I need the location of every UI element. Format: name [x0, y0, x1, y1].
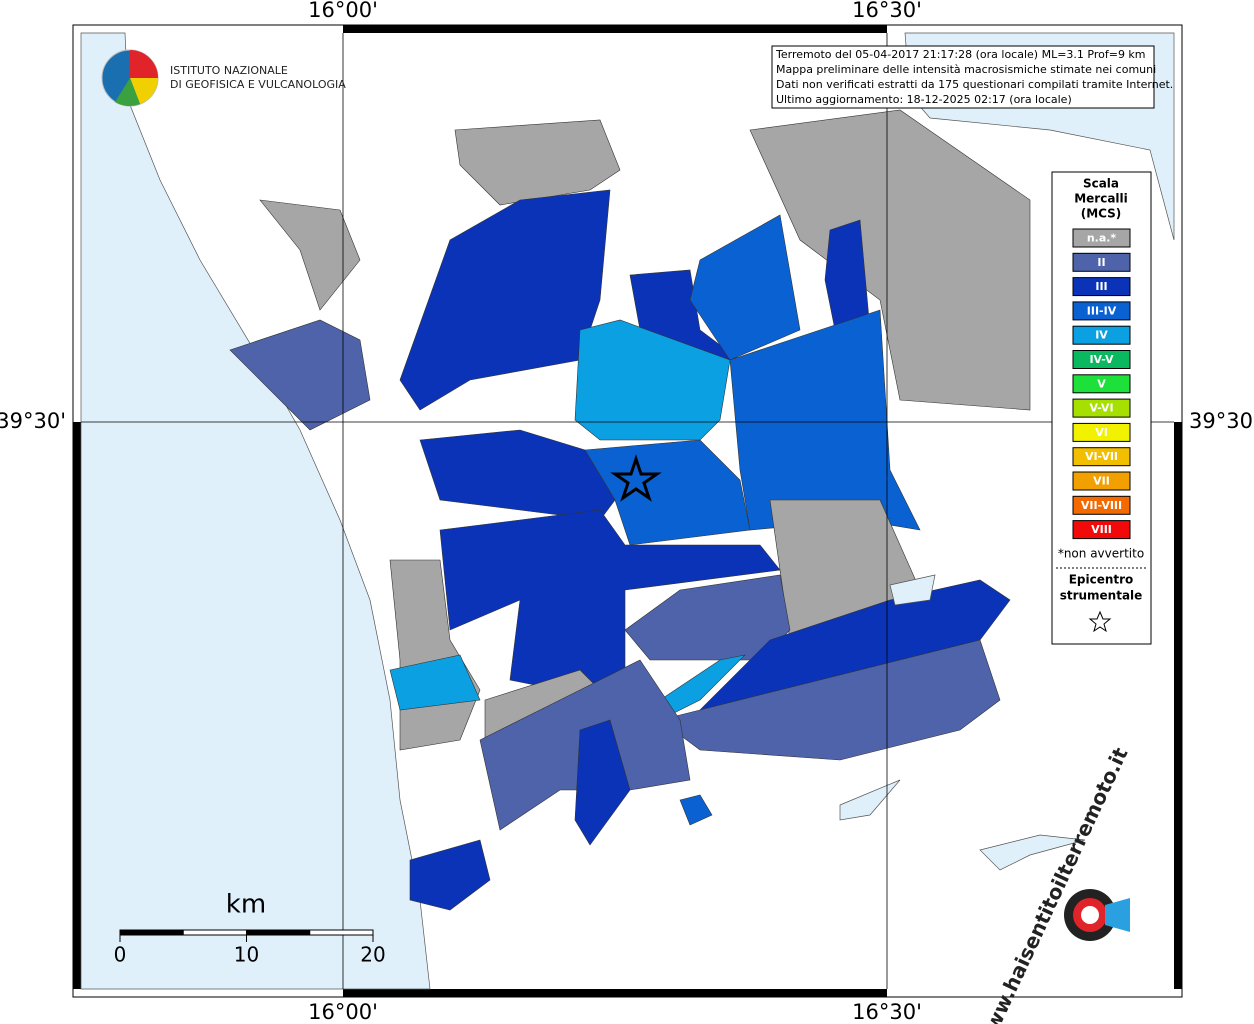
legend-label: II	[1097, 256, 1105, 269]
legend-swatch	[1072, 471, 1131, 491]
legend-label: IV	[1095, 329, 1108, 342]
scale-segment	[309, 929, 374, 936]
logo-segment	[130, 50, 158, 78]
legend-swatch	[1072, 520, 1131, 540]
scale-unit: km	[226, 890, 266, 920]
graticule-label: 39°30'	[0, 409, 66, 433]
logo-text: ISTITUTO NAZIONALE	[170, 64, 288, 77]
lake	[889, 574, 936, 606]
hsit-speaker	[1105, 898, 1130, 932]
municipality	[574, 319, 731, 441]
lake	[839, 779, 901, 821]
scale-label: 0	[114, 943, 127, 967]
legend: ScalaMercalli(MCS)n.a.*IIIIIIII-IVIVIV-V…	[1072, 177, 1131, 540]
legend-swatch	[1072, 277, 1131, 297]
legend-label: VII	[1093, 475, 1110, 488]
legend-note: *non avvertito	[1058, 547, 1144, 561]
legend-label: VII-VIII	[1081, 499, 1122, 512]
graticule-label: 16°30'	[852, 0, 922, 22]
legend-label: V	[1097, 377, 1106, 390]
legend-swatch	[1072, 374, 1131, 394]
info-line: Terremoto del 05-04-2017 21:17:28 (ora l…	[775, 48, 1146, 61]
legend-label: III	[1095, 280, 1107, 293]
legend-label: III-IV	[1087, 304, 1117, 317]
legend-swatch	[1072, 447, 1131, 467]
frame-band	[343, 25, 887, 33]
legend-title: Scala	[1083, 177, 1119, 191]
scale-segment	[182, 929, 247, 936]
municipalities	[229, 109, 1031, 911]
info-line: Mappa preliminare delle intensità macros…	[776, 63, 1156, 76]
legend-swatch	[1072, 301, 1131, 321]
legend-label: VI	[1095, 426, 1108, 439]
legend-swatch	[1072, 422, 1131, 442]
municipality	[409, 839, 491, 911]
municipality	[419, 429, 616, 521]
logo-segment	[130, 78, 158, 104]
municipality	[624, 574, 791, 661]
municipality	[679, 794, 713, 826]
legend-swatch	[1072, 495, 1131, 515]
legend-label: V-VI	[1089, 402, 1113, 415]
legend-swatch	[1072, 398, 1131, 418]
legend-star	[1088, 610, 1112, 633]
ingv-logo: ISTITUTO NAZIONALE DI GEOFISICA E VULCAN…	[101, 49, 346, 107]
legend-epicenter: Epicentro	[1069, 573, 1134, 587]
legend-swatch	[1072, 252, 1131, 272]
graticule-label: 16°00'	[308, 0, 378, 22]
scale-bar: km 0 10 20	[114, 890, 386, 967]
epicenter	[610, 454, 662, 502]
legend-swatch	[1072, 228, 1131, 248]
municipality	[389, 654, 481, 711]
scale-label: 10	[234, 943, 259, 967]
municipality	[439, 509, 781, 691]
legend-title: (MCS)	[1081, 207, 1122, 221]
scale-segment	[119, 929, 184, 936]
frame-band	[343, 989, 887, 997]
info-box	[771, 45, 1155, 109]
logo-segment	[115, 78, 140, 107]
info-line: Ultimo aggiornamento: 18-12-2025 02:17 (…	[776, 93, 1072, 106]
legend-label: VI-VII	[1085, 450, 1118, 463]
logo-text: DI GEOFISICA E VULCANOLOGIA	[170, 78, 346, 91]
scale-label: 20	[360, 943, 385, 967]
municipality	[229, 319, 371, 431]
municipality	[259, 199, 361, 311]
legend-swatch	[1072, 325, 1131, 345]
municipality	[689, 214, 801, 361]
legend-label: n.a.*	[1087, 232, 1117, 245]
graticule-label: 16°00'	[308, 1000, 378, 1024]
lake	[979, 834, 1086, 871]
graticule-label: 16°30'	[852, 1000, 922, 1024]
municipality	[399, 189, 611, 411]
municipality	[659, 639, 1001, 761]
legend-label: VIII	[1091, 523, 1112, 536]
graticule-label: 39°30'	[1189, 409, 1254, 433]
scale-segment	[246, 929, 311, 936]
frame-band	[1174, 422, 1182, 989]
municipality	[749, 109, 1031, 411]
hsit-ring	[1081, 906, 1099, 924]
legend-swatch	[1072, 350, 1131, 369]
info-lines: Terremoto del 05-04-2017 21:17:28 (ora l…	[775, 48, 1173, 106]
legend-epicenter: strumentale	[1060, 589, 1143, 603]
legend-title: Mercalli	[1074, 192, 1128, 206]
frame-band	[73, 422, 81, 989]
municipality	[454, 119, 621, 206]
legend-label: IV-V	[1089, 353, 1114, 366]
municipality	[574, 719, 631, 846]
info-line: Dati non verificati estratti da 175 ques…	[776, 78, 1173, 91]
